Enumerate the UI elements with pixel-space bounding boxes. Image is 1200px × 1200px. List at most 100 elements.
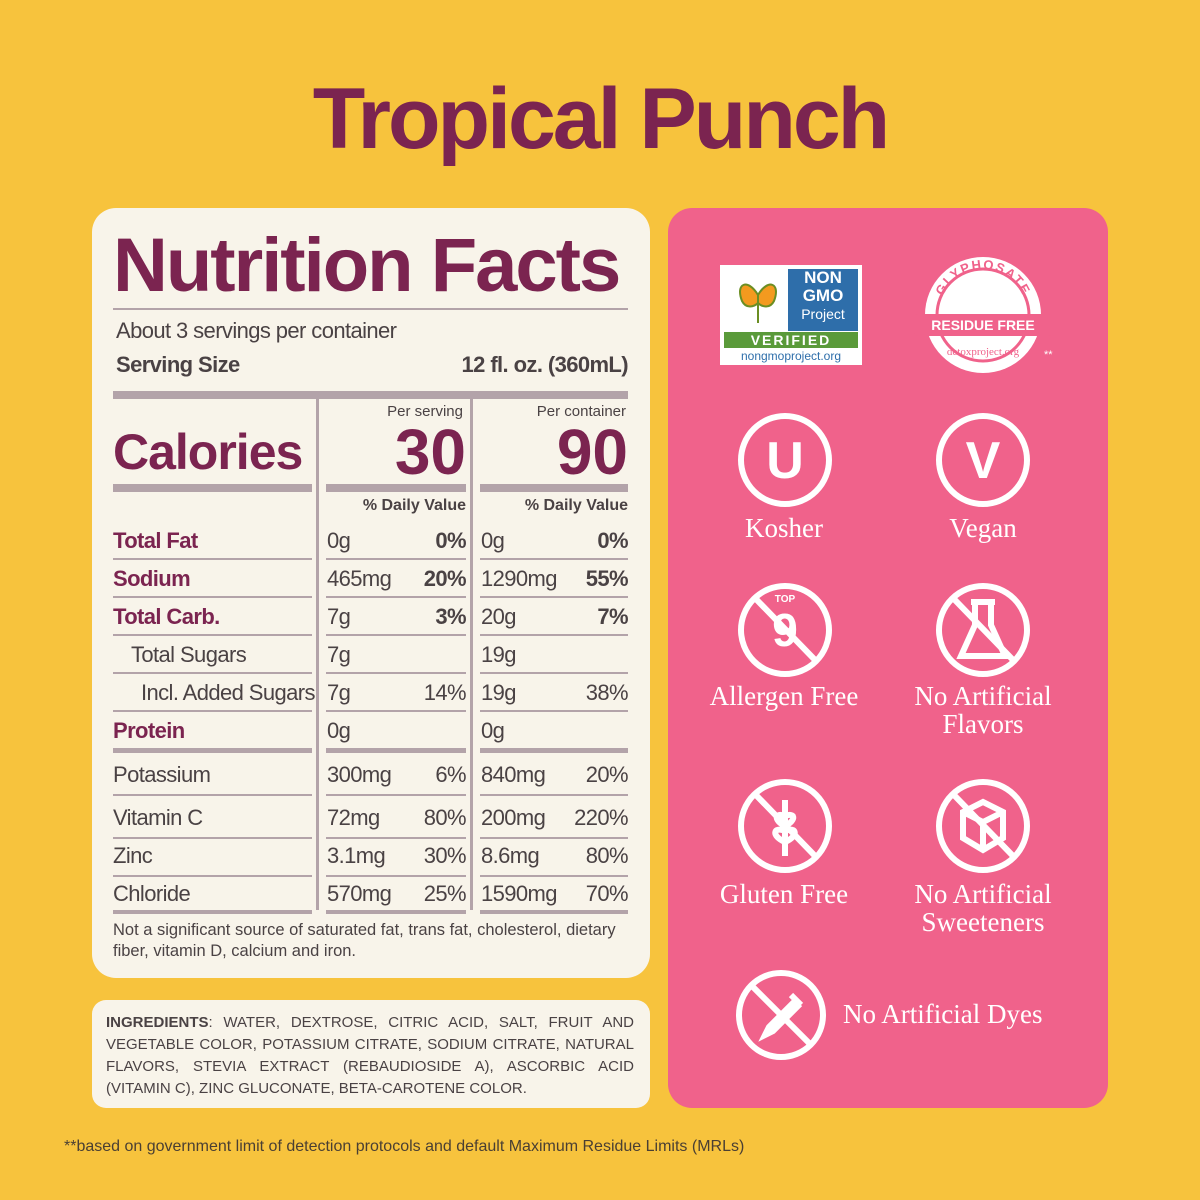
vegan-label: Vegan <box>949 513 1017 543</box>
icon-symbol: V <box>966 432 1001 490</box>
nongmo-url: nongmoproject.org <box>740 349 842 363</box>
serving-dv: 80% <box>423 805 467 830</box>
per-container: Per container <box>536 403 626 420</box>
container-dv: 220% <box>574 805 628 830</box>
row-rule <box>113 674 312 712</box>
thick-rule <box>326 484 466 492</box>
thick-rule <box>113 391 628 399</box>
nongmo-text: Project <box>801 306 845 322</box>
row-rule <box>480 636 628 674</box>
row-rule <box>326 522 466 560</box>
serving-dv: 25% <box>423 881 467 906</box>
column-divider <box>470 399 473 910</box>
serving-amount: 570mg <box>327 881 392 906</box>
nutrient-name: Sodium <box>113 566 191 591</box>
row-rule <box>480 560 628 598</box>
serving-amount: 0g <box>327 528 351 553</box>
dv-header: % Daily Value <box>362 497 466 514</box>
row-rule <box>480 797 628 839</box>
nutrient-name: Total Sugars <box>131 642 247 667</box>
row-rule <box>480 754 628 796</box>
container-dv: 38% <box>585 680 629 705</box>
thick-rule <box>326 910 466 914</box>
row-rule <box>326 598 466 636</box>
container-amount: 1290mg <box>481 566 558 591</box>
thick-rule <box>480 748 628 753</box>
thick-rule <box>326 748 466 753</box>
icon-top: TOP <box>775 594 796 605</box>
kosher-icon: U <box>738 413 832 507</box>
residue-free: RESIDUE FREE <box>931 317 1034 333</box>
container-amount: 200mg <box>481 805 546 830</box>
thick-rule <box>113 910 312 914</box>
dyes-label: No Artificial Dyes <box>843 999 1043 1029</box>
icon-symbol: U <box>766 432 804 490</box>
container-amount: 0g <box>481 718 505 743</box>
banner <box>914 314 1052 336</box>
row-rule <box>113 835 312 877</box>
icon-number: 9 <box>772 604 798 656</box>
flavors-label: No Artificial Flavors <box>914 681 1052 739</box>
nutrient-name: Zinc <box>113 843 153 868</box>
nutrient-name: Chloride <box>113 881 191 906</box>
container-amount: 840mg <box>481 762 546 787</box>
nutrient-name: Total Carb. <box>113 604 220 629</box>
thick-rule <box>113 748 312 753</box>
row-rule <box>326 797 466 839</box>
container-dv: 55% <box>585 566 629 591</box>
ingredients-label: INGREDIENTS <box>106 1014 209 1031</box>
serving-dv: 6% <box>435 762 466 787</box>
container-dv: 80% <box>585 843 629 868</box>
allergen-label: Allergen Free <box>709 681 859 711</box>
sweeteners-label: No Artificial Sweeteners <box>914 879 1052 937</box>
serving-amount: 7g <box>327 680 351 705</box>
glyphosate-logo: GLYPHOSATE RESIDUE FREE detoxproject.org… <box>914 257 1053 373</box>
ingredients-text: : WATER, DEXTROSE, CITRIC ACID, SALT, FR… <box>106 1014 634 1097</box>
nongmo-box: NON GMO Project <box>788 269 858 331</box>
container-amount: 1590mg <box>481 881 558 906</box>
row-rule <box>480 522 628 560</box>
serving-amount: 72mg <box>327 805 380 830</box>
row-rule <box>326 754 466 796</box>
rule <box>113 308 628 310</box>
thick-rule <box>480 484 628 492</box>
container-dv: 70% <box>585 881 629 906</box>
serving-amount: 3.1mg <box>327 843 386 868</box>
nongmo-logo: NON GMO Project VERIFIED nongmoproject.org <box>720 265 862 365</box>
butterfly <box>739 283 777 323</box>
container-amount: 0g <box>481 528 505 553</box>
row-rule <box>113 754 312 796</box>
row-rule <box>113 797 312 839</box>
nutrient-name: Vitamin C <box>113 805 203 830</box>
serving-size-value: 12 fl. oz. (360mL) <box>461 352 629 377</box>
row-rule <box>480 835 628 877</box>
serving-dv: 14% <box>423 680 467 705</box>
dv-header: % Daily Value <box>524 497 628 514</box>
serving-amount: 465mg <box>327 566 392 591</box>
serving-dv: 30% <box>423 843 467 868</box>
nutrient-name: Protein <box>113 718 185 743</box>
nutrient-name: Incl. Added Sugars <box>141 680 315 705</box>
thick-rule <box>480 910 628 914</box>
serving-amount: 7g <box>327 604 351 629</box>
per-serving: Per serving <box>387 403 463 420</box>
thick-rule <box>113 484 312 492</box>
column-divider <box>316 399 319 910</box>
row-rule <box>113 636 312 674</box>
calories-serving: 30 <box>394 416 466 488</box>
nongmo-text: GMO <box>802 286 844 305</box>
serving-dv: 20% <box>423 566 467 591</box>
container-amount: 19g <box>481 680 517 705</box>
row-rule <box>326 835 466 877</box>
nutrient-name: Total Fat <box>113 528 198 553</box>
container-dv: 7% <box>597 604 628 629</box>
container-dv: 0% <box>597 528 628 553</box>
footer-note: **based on government limit of detection… <box>64 1138 745 1155</box>
nutrition-heading: Nutrition Facts <box>113 223 621 308</box>
kosher-label: Kosher <box>745 513 823 543</box>
sweeteners-icon <box>936 779 1030 873</box>
serving-dv: 3% <box>435 604 466 629</box>
footnote: Not a significant source of saturated fa… <box>113 921 616 960</box>
